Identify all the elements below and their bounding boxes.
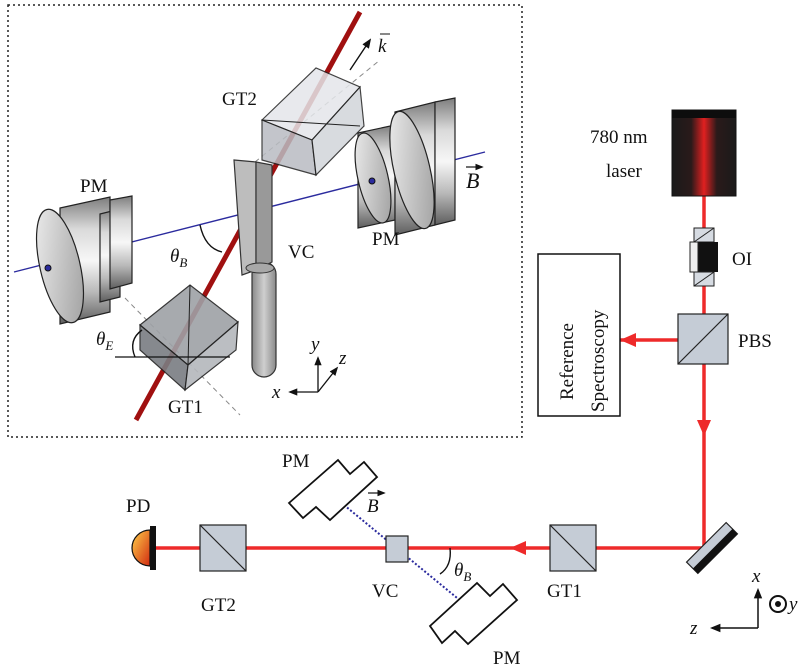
inset-border (7, 4, 523, 438)
inset-b-vector-label: B (466, 163, 484, 193)
beam-arrow-down (697, 420, 711, 436)
reference-label-line2: Spectroscopy (588, 309, 609, 412)
polarizing-beam-splitter (677, 313, 729, 365)
inset-gt2-label: GT2 (222, 89, 257, 110)
main-pole-magnet-top (287, 458, 379, 522)
svg-text:B: B (367, 496, 379, 517)
inset-theta-e: θE (96, 329, 143, 358)
optical-isolator (689, 227, 718, 287)
inset-pole-magnet-left (35, 195, 133, 325)
beam-arrow-left (510, 541, 526, 555)
inset-gt1-label: GT1 (168, 397, 203, 418)
main-gt2-label: GT2 (201, 595, 236, 616)
beam-arrow-to-reference (620, 333, 636, 347)
main-theta-b: θB (439, 547, 471, 584)
main-gt2-prism (199, 524, 247, 572)
main-b-vector-label: B (367, 489, 386, 517)
svg-text:θE: θE (96, 329, 113, 353)
svg-text:y: y (787, 594, 798, 615)
svg-text:θB: θB (170, 246, 187, 270)
inset-axes: y x z (271, 334, 347, 403)
inset-pm-right-label: PM (372, 229, 400, 250)
reference-label-line1: Reference (557, 323, 578, 400)
photodiode (131, 526, 156, 570)
laser-label-line2: laser (606, 161, 643, 182)
inset-panel: PM PM B GT2 (7, 4, 523, 438)
svg-text:z: z (338, 348, 347, 369)
main-gt1-label: GT1 (547, 581, 582, 602)
main-pm-top-label: PM (282, 451, 310, 472)
photodiode-label: PD (126, 496, 150, 517)
main-pole-magnet-bottom (428, 581, 519, 646)
svg-text:x: x (271, 382, 281, 403)
pbs-label: PBS (738, 331, 772, 352)
main-beam-path (150, 196, 711, 555)
inset-vapor-cell (233, 159, 277, 378)
svg-text:k: k (378, 36, 387, 57)
laser-label-line1: 780 nm (590, 127, 648, 148)
inset-theta-b: θB (170, 224, 223, 270)
main-gt1-prism (549, 524, 597, 572)
inset-gt1-prism (139, 284, 239, 392)
axis-y-out-of-page-icon (769, 595, 787, 613)
inset-k-vector: k (349, 33, 390, 71)
optical-isolator-label: OI (732, 249, 752, 270)
reference-spectroscopy-box: Reference Spectroscopy (537, 253, 621, 417)
inset-vc-label: VC (288, 242, 314, 263)
svg-text:y: y (309, 334, 320, 355)
mirror (685, 521, 739, 575)
main-axes: x z y (689, 566, 798, 639)
svg-text:B: B (466, 168, 479, 193)
laser-source (671, 109, 737, 197)
svg-text:x: x (751, 566, 761, 587)
svg-text:θB: θB (454, 560, 471, 584)
inset-gt2-prism (260, 67, 365, 177)
main-pm-bottom-label: PM (493, 648, 521, 669)
main-vapor-cell (385, 535, 409, 563)
inset-pm-left-label: PM (80, 176, 108, 197)
main-vc-label: VC (372, 581, 398, 602)
inset-pole-magnet-right (354, 97, 456, 236)
svg-text:z: z (689, 618, 698, 639)
